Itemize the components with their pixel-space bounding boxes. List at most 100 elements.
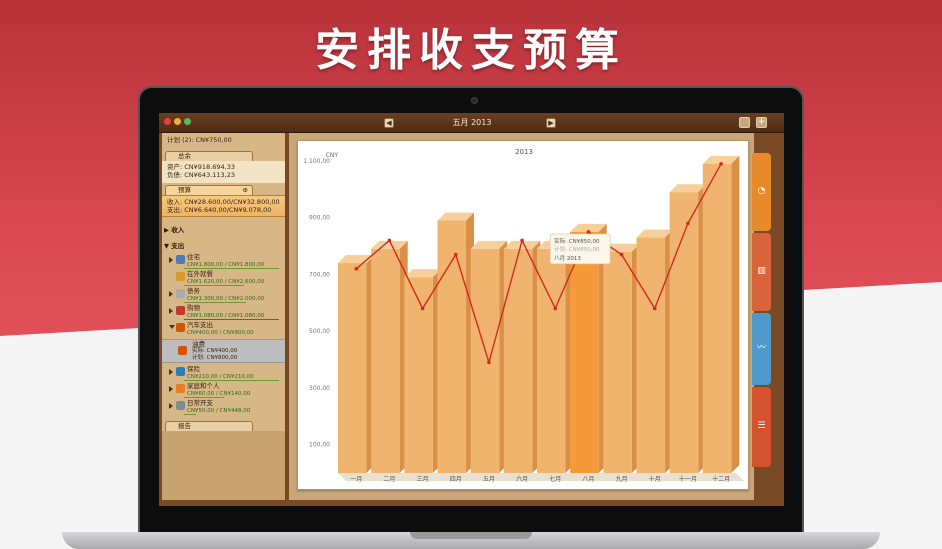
expand-icon[interactable]: [169, 291, 173, 297]
prev-month-button[interactable]: ◀: [384, 118, 394, 128]
umbrella-icon: [176, 367, 185, 376]
side-tab-bar[interactable]: ▥: [752, 233, 771, 311]
add-budget-icon[interactable]: ⊕: [242, 186, 248, 194]
plan-point: [520, 238, 524, 243]
category-name: 油费: [192, 340, 205, 348]
category-name: 家庭和个人: [187, 382, 220, 390]
bar-top: [636, 229, 674, 238]
expand-icon[interactable]: [169, 403, 173, 409]
tooltip-actual: 实际: CN¥850,00: [554, 237, 600, 245]
x-tick-label: 十月: [649, 475, 661, 483]
zoom-button[interactable]: [184, 118, 191, 125]
expand-icon[interactable]: [169, 257, 173, 263]
y-tick-label: 300,00: [309, 385, 330, 392]
y-tick-label: 1.100,00: [303, 158, 330, 165]
plan-point: [619, 252, 624, 257]
category-row[interactable]: 购物 CN¥1.080,00 / CN¥1.080,00: [162, 304, 285, 321]
expand-icon[interactable]: [169, 369, 173, 375]
category-amount: CN¥1.620,00 / CN¥2.600,00: [187, 279, 265, 285]
collapse-icon[interactable]: [169, 325, 175, 329]
pie-chart-icon: ◔: [757, 186, 766, 196]
bar-top: [570, 223, 607, 232]
minimize-button[interactable]: [174, 118, 181, 125]
category-row[interactable]: 日常开支 CN¥50,00 / CN¥448,00: [162, 399, 285, 416]
category-name: 保险: [187, 365, 200, 373]
plan-point: [453, 252, 458, 257]
tab-report[interactable]: 报告: [165, 421, 253, 431]
x-tick-label: 一月: [350, 476, 362, 483]
bar: [702, 163, 732, 473]
x-tick-label: 十二月: [712, 475, 730, 483]
y-tick-label: 500,00: [309, 328, 330, 335]
progress-bar: [184, 318, 279, 320]
tab-summary[interactable]: 总余: [165, 151, 253, 161]
next-month-button[interactable]: ▶: [546, 118, 556, 128]
budget-panel: 收入: CN¥28.600,00/CN¥32.800,00 支出: CN¥6.6…: [162, 195, 285, 217]
x-tick-label: 九月: [616, 475, 628, 483]
category-row[interactable]: 保险 CN¥210,00 / CN¥210,00: [162, 365, 285, 382]
group-expense[interactable]: ▼ 支出: [164, 242, 185, 250]
bar-top: [470, 240, 508, 249]
category-amount: CN¥50,00 / CN¥448,00: [187, 408, 251, 414]
budget-income: 收入: CN¥28.600,00/CN¥32.800,00: [167, 198, 280, 206]
expand-icon[interactable]: [169, 308, 173, 314]
bar: [371, 248, 400, 473]
bar-chart-icon: ▥: [757, 266, 766, 276]
group-income[interactable]: ▶ 收入: [164, 226, 185, 234]
category-row[interactable]: 住宅 CN¥1.800,00 / CN¥1.800,00: [162, 253, 285, 270]
budget-expense: 支出: CN¥6.640,00/CN¥9.078,00: [167, 206, 272, 214]
progress-bar: [184, 379, 279, 381]
bar-top: [371, 240, 408, 249]
bar: [338, 263, 367, 473]
category-name: 汽车支出: [187, 321, 213, 329]
category-amount: CN¥400,00 / CN¥800,00: [187, 330, 254, 336]
add-icon[interactable]: +: [756, 117, 767, 128]
category-amount: CN¥60,00 / CN¥140,00: [187, 391, 251, 397]
group-expense-label: 支出: [171, 242, 185, 250]
headline: 安排收支预算: [315, 25, 627, 76]
category-amount: CN¥1.800,00 / CN¥1.800,00: [187, 262, 265, 268]
tooltip-planned: 计划: CN¥850,00: [554, 245, 600, 253]
y-tick-label: 700,00: [309, 271, 330, 278]
document-icon[interactable]: [739, 117, 750, 128]
chart-floor: [338, 473, 744, 481]
category-row-selected[interactable]: 油费 实际: CN¥400,00 计划: CN¥800,00: [162, 339, 285, 363]
category-name: 住宅: [187, 253, 200, 261]
selected-actual: 实际: CN¥400,00: [192, 348, 238, 354]
category-name: 购物: [187, 304, 200, 312]
tab-budget-label: 预算: [178, 186, 191, 194]
side-tab-line[interactable]: 〰: [752, 313, 771, 385]
category-name: 在外就餐: [187, 270, 213, 278]
progress-bar: [184, 284, 244, 286]
category-row[interactable]: 家庭和个人 CN¥60,00 / CN¥140,00: [162, 382, 285, 399]
tooltip-box: [549, 233, 611, 265]
x-tick-label: 五月: [483, 476, 495, 483]
camera-icon: [471, 97, 478, 104]
sidebar-footer: [162, 431, 285, 500]
liabilities-value: 负债: CN¥643.113,23: [167, 171, 236, 179]
category-name: 日常开支: [187, 399, 213, 407]
plan-point: [652, 306, 657, 311]
summary-panel: 资产: CN¥918.694,33 负债: CN¥643.113,23: [162, 161, 285, 183]
side-tab-horizontal[interactable]: ☰: [752, 387, 771, 467]
close-button[interactable]: [164, 118, 171, 125]
bar: [470, 248, 500, 473]
y-axis-label: CNY: [326, 152, 339, 159]
horizontal-bar-icon: ☰: [757, 421, 766, 431]
tab-report-label: 报告: [178, 422, 191, 430]
category-row[interactable]: 债务 CN¥1.300,00 / CN¥2.000,00: [162, 287, 285, 304]
plan-point: [686, 221, 690, 226]
expand-icon[interactable]: [169, 386, 173, 392]
bar: [669, 192, 699, 473]
category-row[interactable]: 在外就餐 CN¥1.620,00 / CN¥2.600,00: [162, 270, 285, 287]
progress-bar: [184, 413, 196, 415]
bar: [503, 248, 533, 473]
family-icon: [176, 384, 185, 393]
tab-budget[interactable]: 预算 ⊕: [165, 185, 253, 195]
chart-title: 2013: [515, 148, 533, 156]
side-tab-pie[interactable]: ◔: [752, 153, 771, 231]
category-row[interactable]: 汽车支出 CN¥400,00 / CN¥800,00: [162, 321, 285, 338]
plan-point: [586, 230, 591, 234]
coins-icon: [176, 289, 185, 298]
laptop-notch: [410, 532, 532, 539]
